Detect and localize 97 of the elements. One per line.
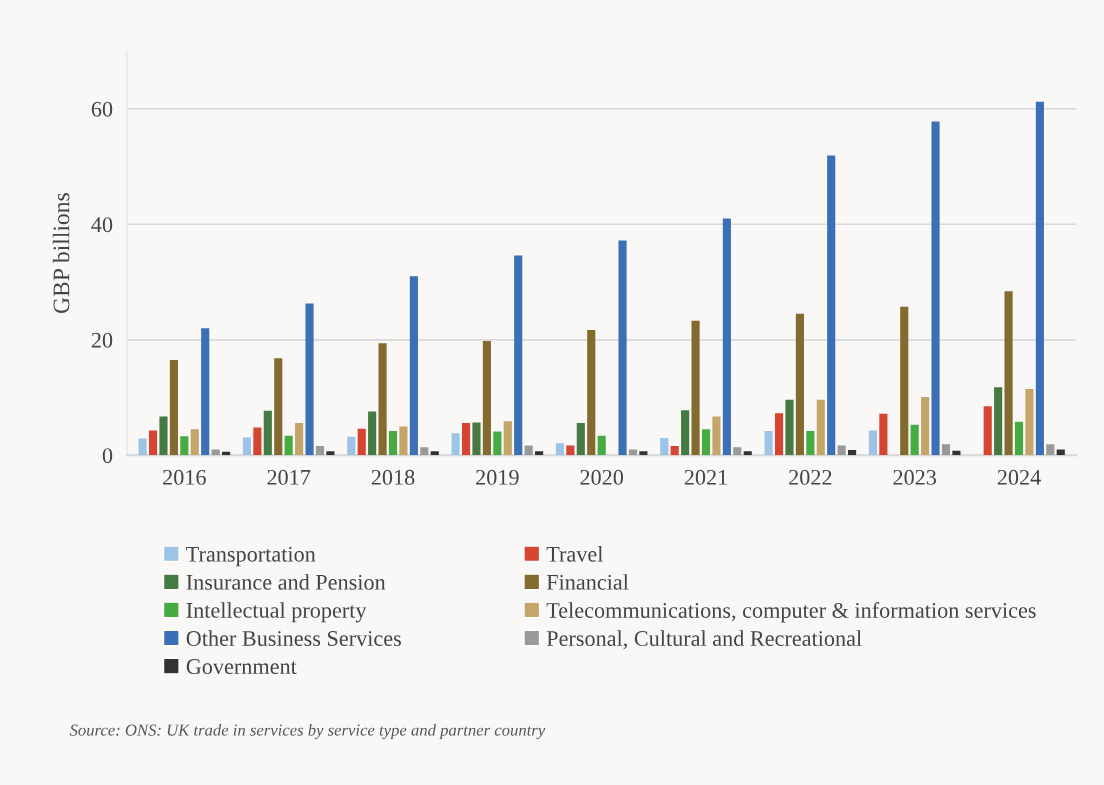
- bar: [681, 410, 690, 456]
- bar: [712, 416, 721, 456]
- bar: [1025, 388, 1034, 456]
- bar: [357, 428, 366, 456]
- x-tick-label: 2021: [684, 469, 727, 485]
- bar: [274, 358, 283, 456]
- bar: [764, 431, 773, 456]
- legend-label: Travel: [546, 546, 603, 562]
- x-tick-label: 2024: [997, 469, 1041, 485]
- bar: [169, 360, 178, 456]
- bar: [691, 320, 700, 456]
- x-tick-label: 2017: [267, 469, 311, 485]
- bar: [399, 426, 408, 456]
- legend-label: Transportation: [186, 546, 316, 567]
- bar: [785, 399, 794, 456]
- bar: [795, 313, 804, 456]
- bar: [1035, 101, 1044, 456]
- x-tick-label: 2020: [580, 469, 624, 485]
- bar: [670, 446, 679, 456]
- bar: [388, 431, 398, 456]
- bar: [868, 430, 878, 456]
- bar: [816, 399, 825, 456]
- bar: [535, 451, 544, 456]
- bar: [347, 436, 356, 456]
- legend-label: Government: [186, 659, 297, 675]
- bar: [138, 438, 147, 456]
- x-tick-label: 2018: [371, 469, 415, 485]
- bar: [326, 451, 335, 456]
- bar: [566, 445, 575, 456]
- bar: [983, 406, 992, 456]
- x-tick-label: 2022: [789, 469, 832, 485]
- bar: [576, 422, 585, 456]
- bar: [827, 155, 836, 456]
- bar: [315, 446, 325, 456]
- y-tick-label: 0: [102, 448, 113, 464]
- bar: [368, 411, 377, 456]
- bar: [921, 396, 930, 456]
- x-tick-label: 2019: [476, 469, 519, 485]
- bar: [597, 435, 606, 456]
- bar: [555, 443, 565, 456]
- bar: [722, 218, 731, 456]
- bar: [941, 444, 951, 456]
- y-tick-label: 20: [91, 332, 113, 348]
- bar: [931, 121, 940, 456]
- bar: [190, 429, 199, 456]
- bar: [660, 437, 669, 456]
- bar: [514, 255, 523, 456]
- bar: [806, 431, 815, 456]
- legend-label: Insurance and Pension: [186, 574, 386, 590]
- bar: [430, 451, 439, 456]
- y-tick-label: 40: [91, 217, 113, 233]
- bar: [305, 303, 314, 456]
- bar: [837, 445, 846, 456]
- bar: [295, 422, 304, 456]
- y-axis-title: GBP billions: [52, 193, 70, 314]
- bar: [451, 433, 460, 456]
- bar: [743, 451, 752, 456]
- bar: [253, 427, 262, 456]
- x-tick-label: 2016: [163, 469, 206, 485]
- bar: [879, 413, 888, 456]
- bar: [587, 329, 596, 456]
- bar: [201, 328, 210, 456]
- legend-label: Personal, Cultural and Recreational: [546, 630, 862, 650]
- bar: [409, 276, 418, 456]
- x-tick-label: 2023: [893, 469, 937, 485]
- bar: [524, 445, 533, 456]
- bar: [848, 450, 857, 456]
- bar: [159, 416, 168, 456]
- bar: [284, 435, 293, 456]
- bar: [420, 447, 429, 456]
- bar: [263, 410, 272, 456]
- legend-label: Other Business Services: [186, 630, 401, 646]
- bar: [701, 429, 711, 456]
- y-tick-label: 60: [91, 101, 113, 117]
- bar: [1046, 444, 1055, 456]
- bar: [1014, 421, 1024, 456]
- bar: [774, 413, 784, 456]
- bar: [461, 422, 471, 456]
- bar: [180, 436, 189, 456]
- bar: [503, 421, 512, 456]
- bar: [910, 424, 919, 456]
- bar: [639, 451, 648, 456]
- bar: [378, 343, 387, 456]
- legend-label: Telecommunications, computer & information services: [546, 602, 1036, 623]
- bar: [1004, 291, 1013, 456]
- bar: [733, 447, 742, 456]
- source-note: Source: ONS: UK trade in services by service type and partner country: [69, 723, 546, 740]
- bar: [994, 387, 1003, 456]
- bar: [472, 422, 481, 456]
- bar: [900, 306, 909, 456]
- legend-label: Financial: [546, 574, 629, 590]
- bar: [493, 431, 502, 456]
- bar: [482, 340, 491, 456]
- bar: [242, 437, 252, 456]
- bar: [618, 240, 627, 456]
- legend-label: Intellectual property: [186, 602, 367, 623]
- bar: [148, 430, 158, 456]
